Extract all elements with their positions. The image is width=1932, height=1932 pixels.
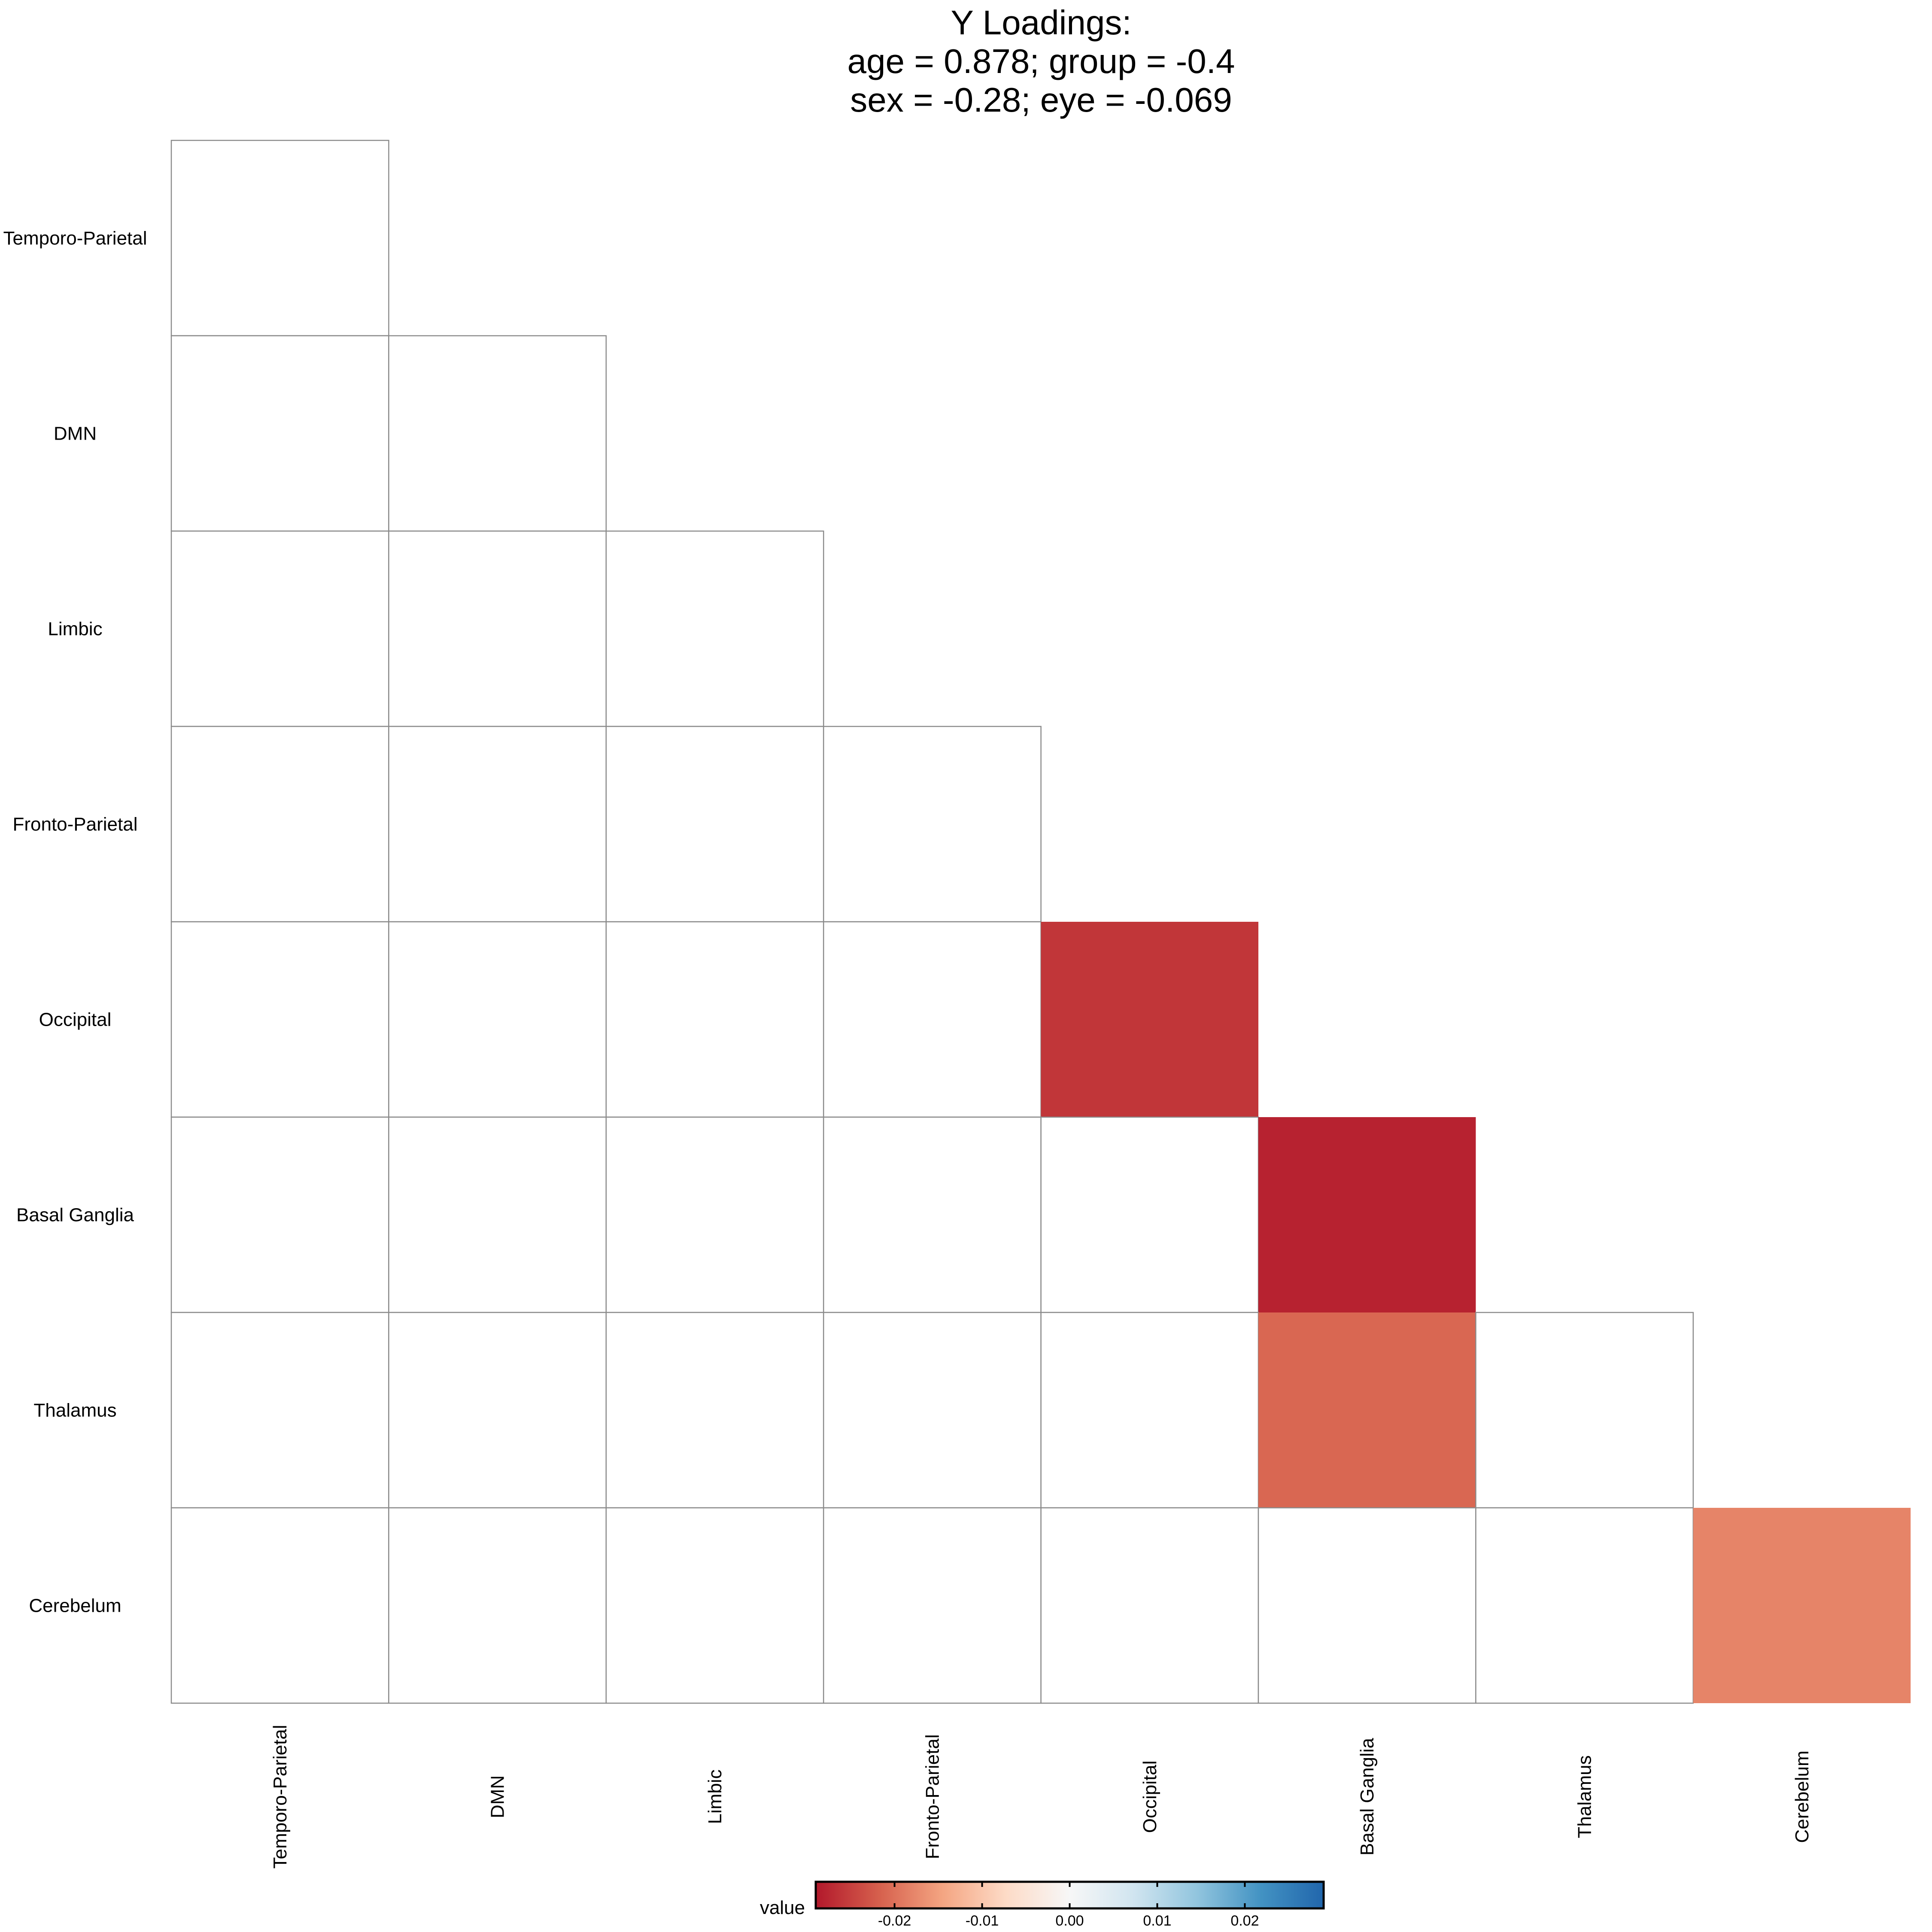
chart-title-line-1: Y Loadings: <box>951 3 1131 42</box>
column-label-1: DMN <box>487 1775 508 1818</box>
column-label-0: Temporo-Parietal <box>270 1725 291 1868</box>
column-label-2: Limbic <box>705 1769 726 1824</box>
heatmap-cell-4-2 <box>606 922 823 1117</box>
heatmap-cell-5-5 <box>1258 1117 1476 1312</box>
heatmap-cell-1-1 <box>389 336 606 531</box>
colorbar-tick-label-4: 0.02 <box>1230 1913 1259 1929</box>
heatmap-cell-6-6 <box>1476 1312 1693 1508</box>
heatmap-cell-6-4 <box>1041 1312 1258 1508</box>
heatmap-cell-7-3 <box>823 1508 1041 1703</box>
row-label-6: Thalamus <box>33 1400 116 1421</box>
row-label-1: DMN <box>54 423 97 444</box>
row-label-7: Cerebelum <box>29 1595 121 1616</box>
heatmap-cell-2-1 <box>389 531 606 726</box>
column-label-6: Thalamus <box>1574 1755 1595 1838</box>
row-label-4: Occipital <box>39 1009 112 1030</box>
heatmap-cell-6-3 <box>823 1312 1041 1508</box>
colorbar-tick-label-0: -0.02 <box>878 1913 911 1929</box>
heatmap-cell-3-2 <box>606 726 823 922</box>
heatmap-cell-7-7 <box>1693 1508 1911 1703</box>
heatmap-cell-5-1 <box>389 1117 606 1312</box>
heatmap-cell-0-0 <box>171 140 389 336</box>
heatmap-cells <box>171 140 1911 1703</box>
heatmap-cell-6-1 <box>389 1312 606 1508</box>
heatmap-cell-4-1 <box>389 922 606 1117</box>
heatmap-cell-7-1 <box>389 1508 606 1703</box>
heatmap-cell-2-2 <box>606 531 823 726</box>
heatmap-cell-5-0 <box>171 1117 389 1312</box>
row-label-5: Basal Ganglia <box>16 1205 134 1226</box>
heatmap-cell-7-2 <box>606 1508 823 1703</box>
chart-title-line-3: sex = -0.28; eye = -0.069 <box>850 81 1232 119</box>
colorbar-tick-label-3: 0.01 <box>1143 1913 1171 1929</box>
heatmap-cell-5-4 <box>1041 1117 1258 1312</box>
column-label-7: Cerebelum <box>1792 1750 1813 1843</box>
column-label-3: Fronto-Parietal <box>922 1734 943 1859</box>
column-label-4: Occipital <box>1139 1761 1160 1833</box>
heatmap-cell-3-3 <box>823 726 1041 922</box>
heatmap-cell-7-5 <box>1258 1508 1476 1703</box>
legend-title: value <box>760 1897 805 1918</box>
heatmap-cell-6-2 <box>606 1312 823 1508</box>
heatmap-cell-6-5 <box>1258 1312 1476 1508</box>
heatmap-cell-4-3 <box>823 922 1041 1117</box>
heatmap-cell-5-2 <box>606 1117 823 1312</box>
colorbar-tick-label-1: -0.01 <box>966 1913 999 1929</box>
heatmap-cell-5-3 <box>823 1117 1041 1312</box>
heatmap-cell-3-1 <box>389 726 606 922</box>
heatmap-cell-1-0 <box>171 336 389 531</box>
row-labels: Temporo-Parietal DMN Limbic Fronto-Parietal… <box>3 228 147 1616</box>
row-label-3: Fronto-Parietal <box>12 814 137 835</box>
heatmap-cell-7-4 <box>1041 1508 1258 1703</box>
color-legend: value -0.02 -0.01 0.00 0.01 0.02 <box>760 1882 1324 1929</box>
heatmap-cell-7-6 <box>1476 1508 1693 1703</box>
row-label-0: Temporo-Parietal <box>3 228 147 249</box>
heatmap-cell-3-0 <box>171 726 389 922</box>
row-label-2: Limbic <box>48 619 102 640</box>
heatmap-cell-4-4 <box>1041 922 1258 1117</box>
column-label-5: Basal Ganglia <box>1357 1738 1378 1856</box>
heatmap-cell-6-0 <box>171 1312 389 1508</box>
colorbar-tick-label-2: 0.00 <box>1055 1913 1084 1929</box>
heatmap-cell-4-0 <box>171 922 389 1117</box>
heatmap-cell-7-0 <box>171 1508 389 1703</box>
chart-title-line-2: age = 0.878; group = -0.4 <box>848 42 1235 80</box>
column-labels: Temporo-Parietal DMN Limbic Fronto-Parietal… <box>270 1725 1813 1868</box>
heatmap-cell-2-0 <box>171 531 389 726</box>
